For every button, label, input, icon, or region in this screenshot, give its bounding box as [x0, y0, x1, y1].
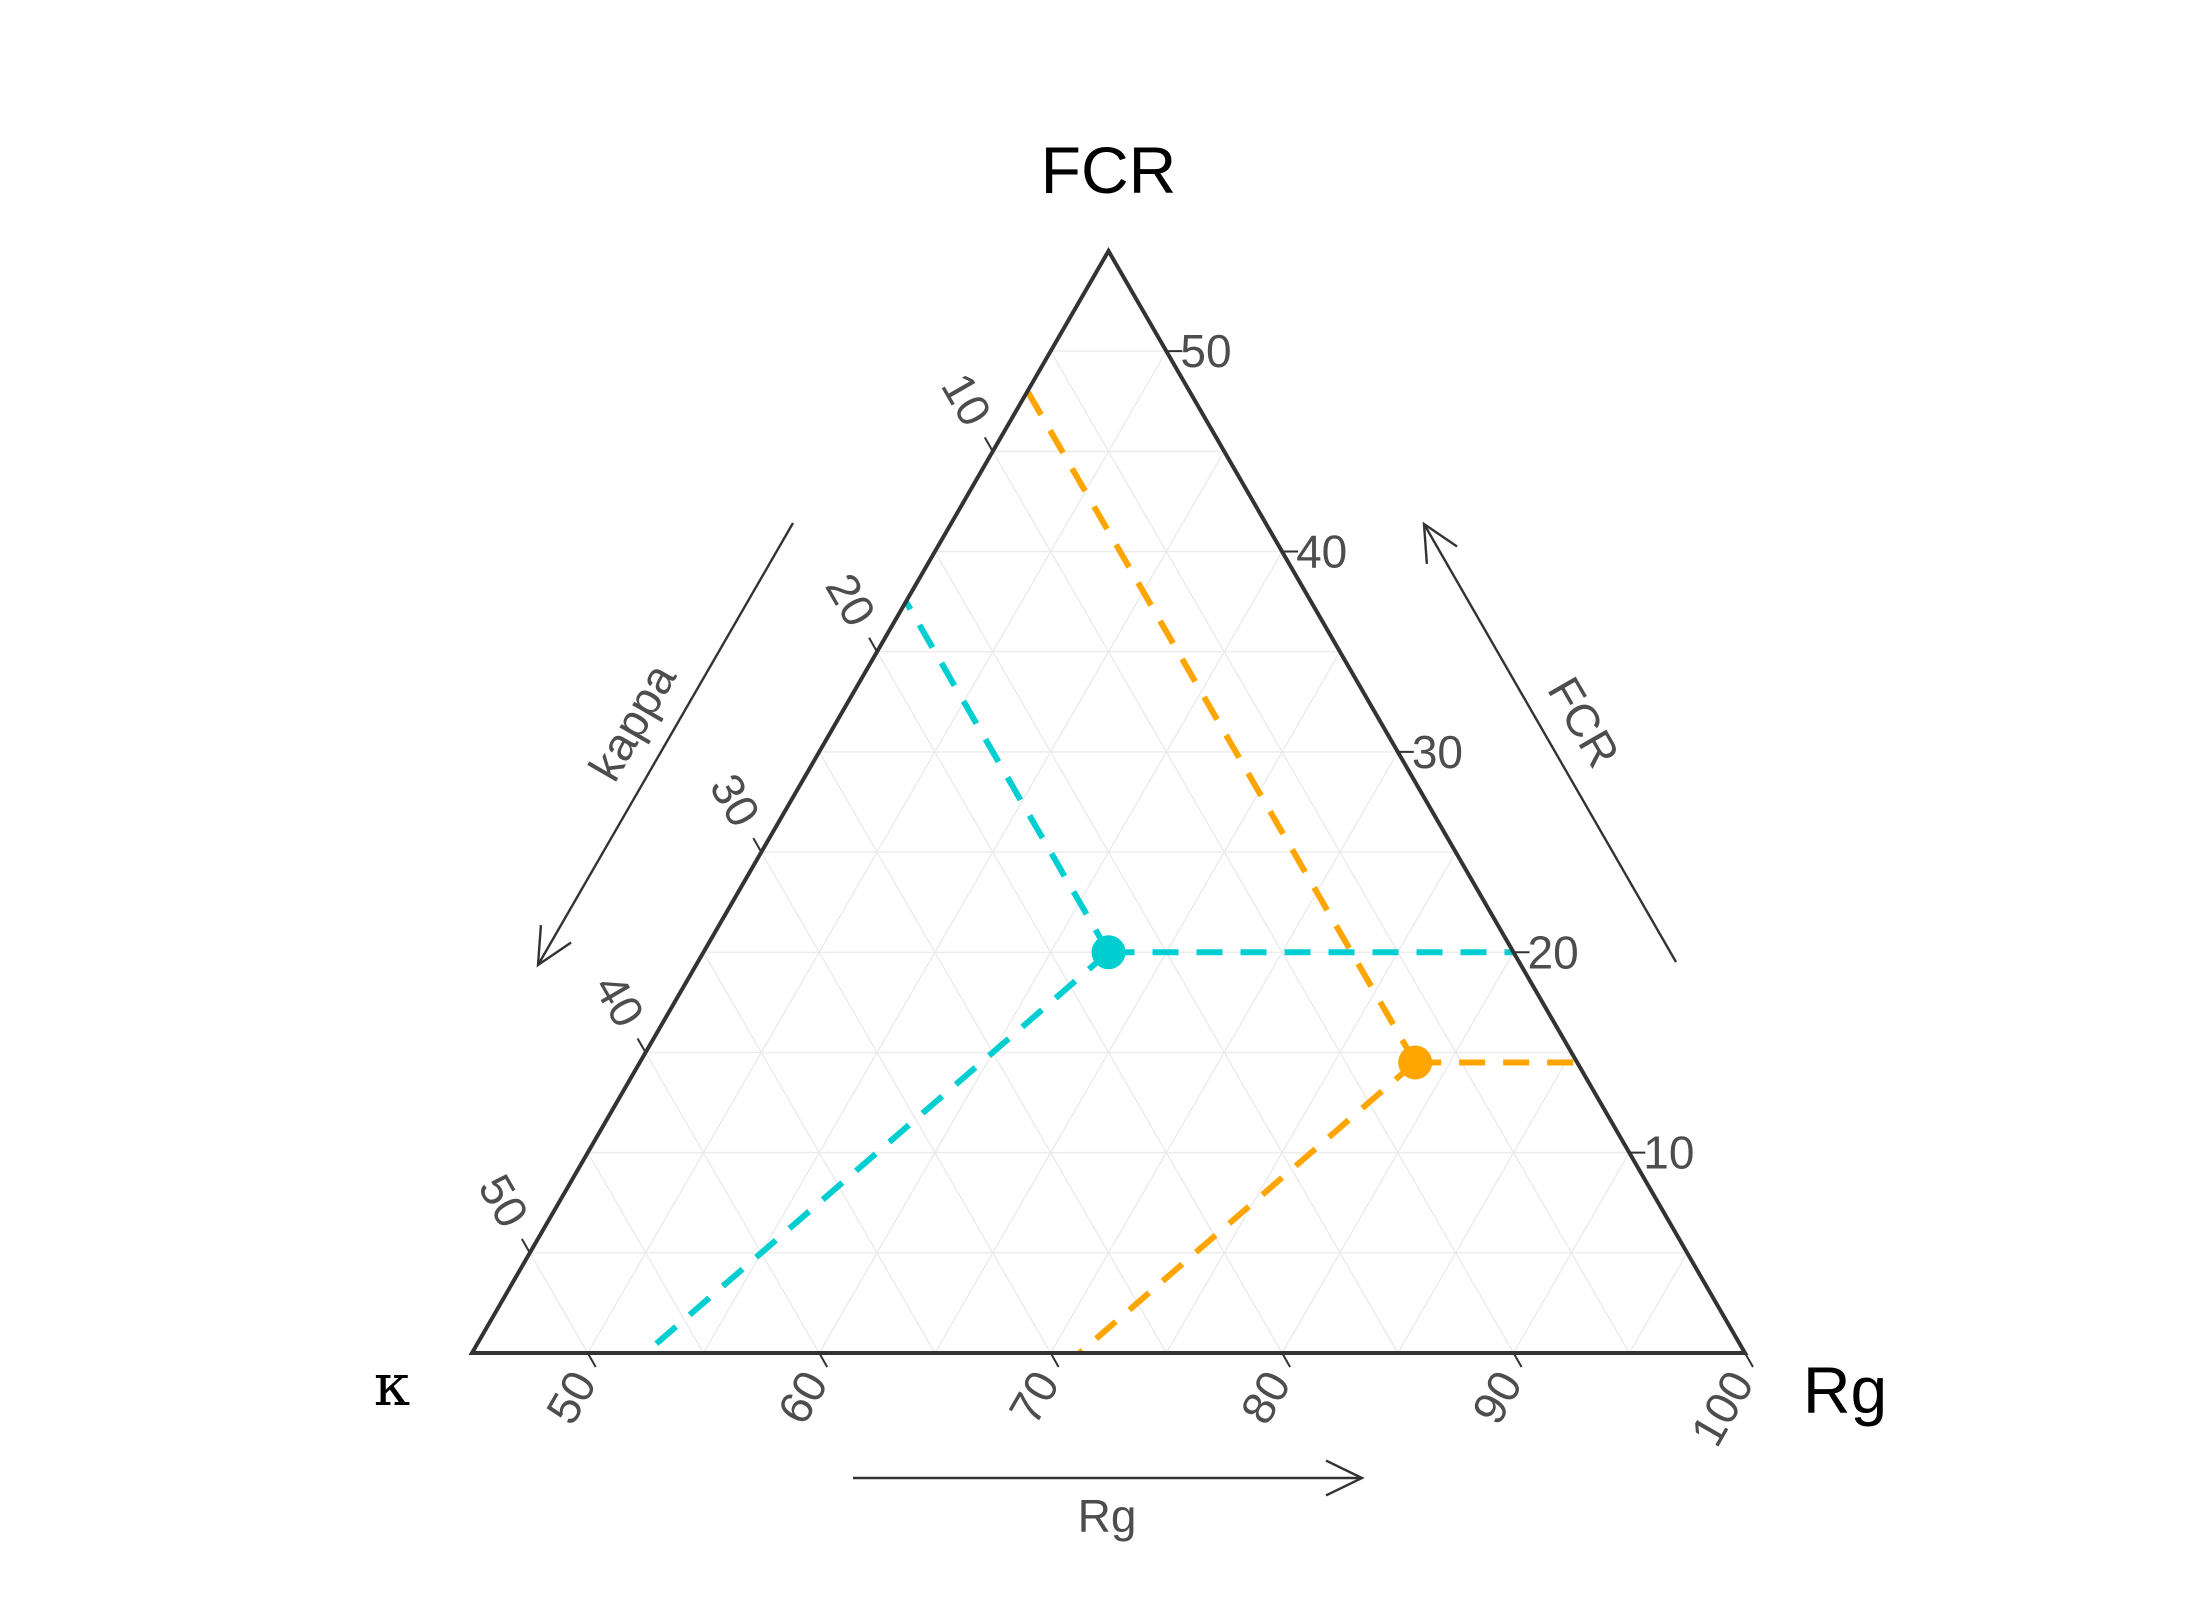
tick-mark-kappa — [983, 436, 994, 452]
tick-label-rg: 100 — [1680, 1362, 1763, 1454]
tick-mark-rg — [818, 1352, 829, 1368]
tick-mark-rg — [1744, 1352, 1754, 1368]
tick-mark-kappa — [636, 1037, 647, 1053]
tick-label-kappa: 20 — [816, 565, 887, 635]
tick-mark-kappa — [868, 637, 878, 653]
grid-line-rg — [1281, 951, 1515, 1354]
tick-label-fcr: 30 — [1412, 726, 1463, 778]
vertex-label-kappa: κ — [374, 1351, 410, 1419]
grid-line-kappa — [529, 1252, 589, 1354]
tick-mark-rg — [1512, 1352, 1523, 1368]
tick-mark-kappa — [520, 1238, 531, 1254]
axis-arrow-label-rg: Rg — [1078, 1490, 1137, 1542]
tick-label-fcr: 10 — [1643, 1127, 1694, 1179]
vertex-label-fcr: FCR — [1041, 133, 1177, 207]
grid-line-rg — [1628, 1252, 1688, 1354]
arrow-shaft — [1422, 523, 1678, 963]
grid-line-kappa — [992, 451, 1515, 1354]
axis-ticks: 50 60 70 80 90 100 10 20 30 40 50 10 20 30 40 50 — [468, 325, 1763, 1454]
tick-label-fcr: 20 — [1528, 926, 1579, 978]
vertex-label-rg: Rg — [1803, 1353, 1887, 1427]
tick-mark-rg — [586, 1352, 597, 1368]
triangle-outline — [468, 247, 1749, 1355]
ternary-frame — [468, 247, 1749, 1355]
grid-line-kappa — [760, 851, 1052, 1354]
arrow-head — [1325, 1459, 1365, 1497]
tick-mark-rg — [1281, 1352, 1291, 1368]
axis-arrow-rg — [853, 1459, 1365, 1497]
tick-label-kappa: 40 — [584, 965, 655, 1035]
tick-label-rg: 70 — [999, 1362, 1070, 1432]
axis-arrows — [536, 521, 1678, 1497]
axis-arrow-kappa — [536, 522, 795, 968]
tick-label-rg: 80 — [1230, 1362, 1301, 1432]
tick-mark-kappa — [752, 837, 763, 853]
grid-line-kappa — [876, 651, 1283, 1354]
grid-line-rg — [702, 451, 1225, 1354]
grid-line-rg — [1397, 1052, 1573, 1354]
axis-arrow-fcr — [1422, 521, 1678, 963]
tick-label-fcr: 40 — [1296, 526, 1347, 578]
guide-line-kappa — [903, 600, 1112, 954]
arrow-head — [536, 925, 572, 968]
axis-arrow-label-kappa: kappa — [578, 654, 686, 789]
grid-lines — [529, 350, 1688, 1354]
grid-line-rg — [934, 651, 1341, 1354]
data-point — [1091, 935, 1126, 970]
grid-line-kappa — [587, 1152, 705, 1354]
grid-line-kappa — [644, 1052, 820, 1354]
tick-label-rg: 90 — [1462, 1362, 1533, 1432]
data-point — [1398, 1045, 1433, 1080]
grid-line-rg — [1512, 1152, 1630, 1354]
tick-label-kappa: 50 — [468, 1166, 539, 1236]
axis-arrow-label-fcr: FCR — [1538, 668, 1630, 776]
arrow-shaft — [536, 522, 795, 966]
tick-label-rg: 50 — [536, 1362, 607, 1432]
guide-line-rg — [643, 950, 1111, 1356]
data-points — [1091, 935, 1433, 1080]
tick-label-fcr: 50 — [1180, 325, 1231, 377]
grid-line-kappa — [702, 951, 936, 1354]
guide-lines — [643, 389, 1578, 1356]
tick-label-kappa: 30 — [700, 765, 771, 835]
arrow-head — [1422, 521, 1458, 564]
tick-label-rg: 60 — [767, 1362, 838, 1432]
tick-mark-rg — [1049, 1352, 1060, 1368]
grid-line-rg — [1165, 851, 1457, 1354]
tick-label-kappa: 10 — [931, 364, 1002, 434]
guide-line-rg — [1077, 1060, 1418, 1356]
